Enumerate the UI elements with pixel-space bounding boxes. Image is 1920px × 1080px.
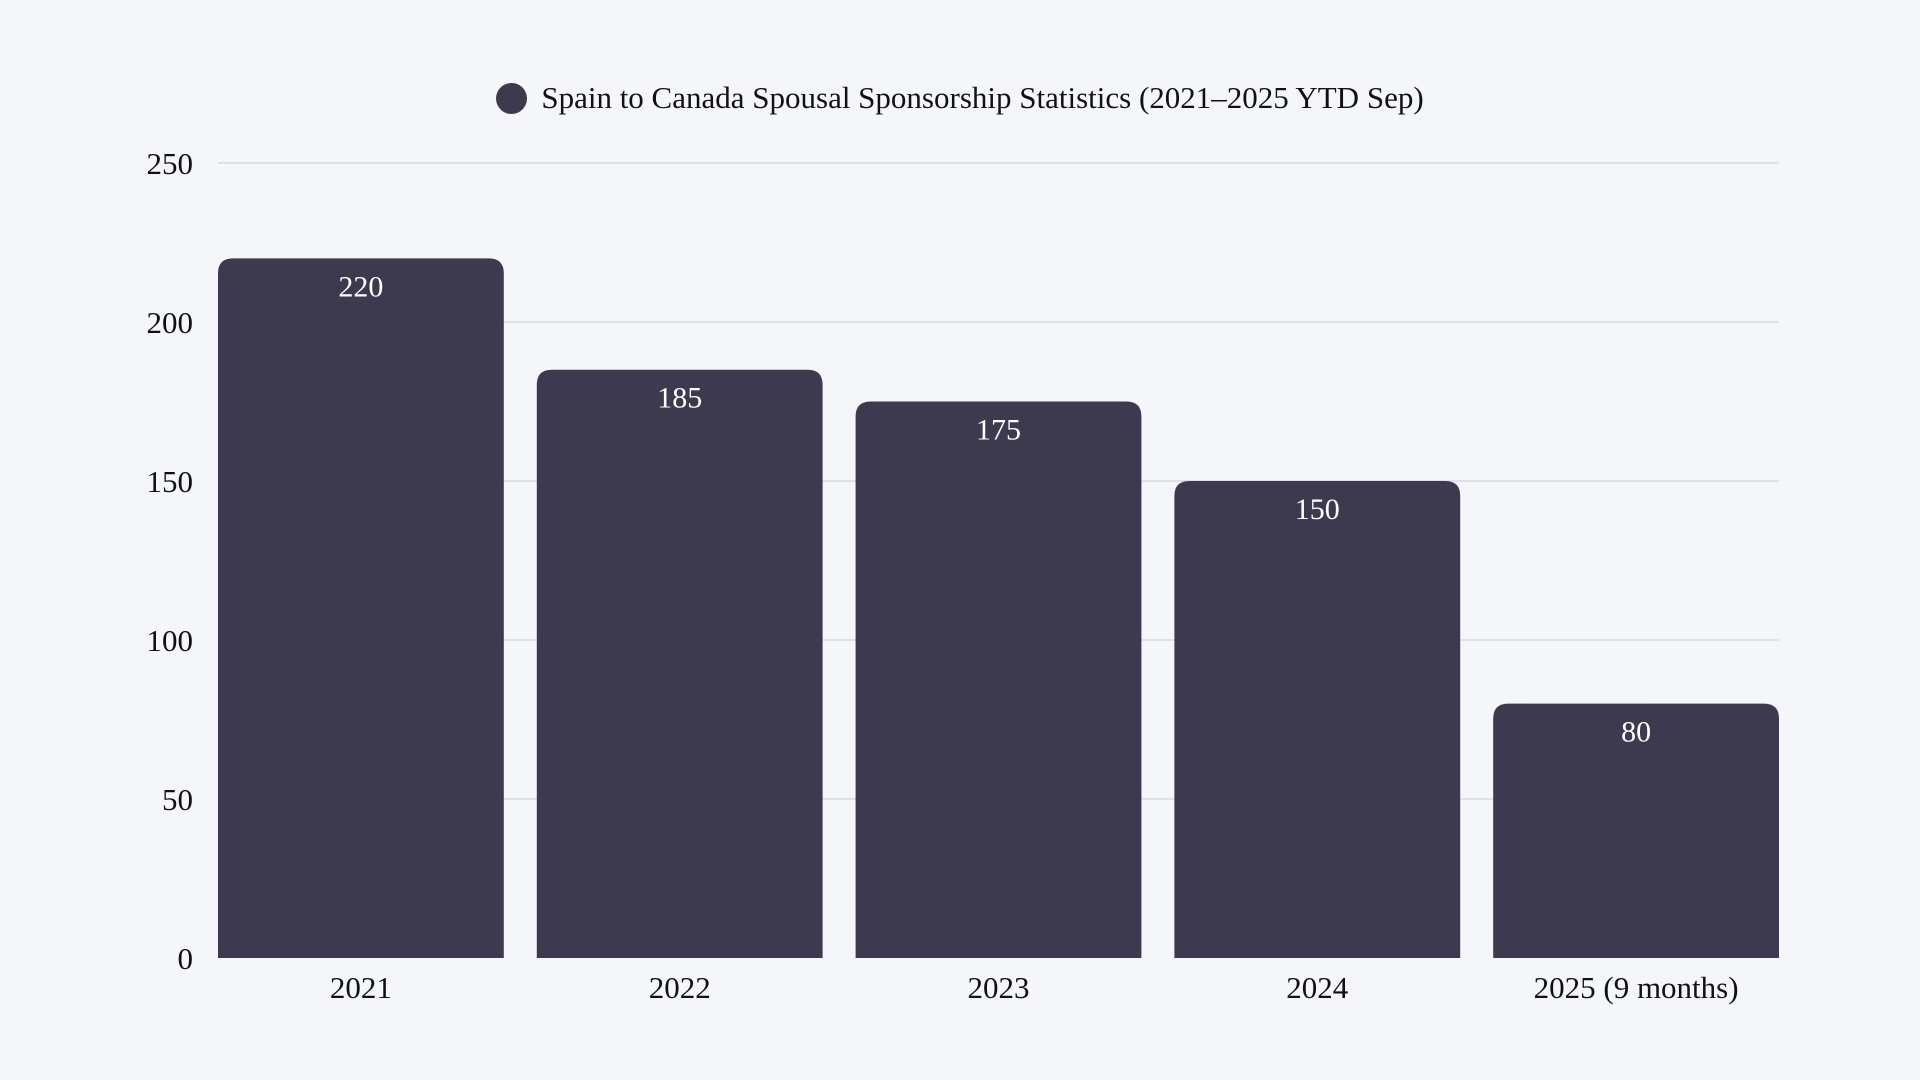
y-tick-label: 50 <box>162 782 193 817</box>
data-label: 80 <box>1621 716 1651 749</box>
bar <box>218 258 504 958</box>
data-label: 175 <box>976 414 1021 447</box>
bar <box>855 401 1142 958</box>
legend-dot-icon <box>496 82 528 114</box>
legend: Spain to Canada Spousal Sponsorship Stat… <box>0 80 1920 116</box>
y-tick-label: 100 <box>147 623 194 658</box>
x-tick-label: 2022 <box>649 970 711 1005</box>
y-tick-label: 150 <box>147 464 194 499</box>
bar <box>1493 703 1779 958</box>
x-tick-label: 2021 <box>330 970 392 1005</box>
y-tick-label: 200 <box>147 305 194 340</box>
x-tick-label: 2023 <box>968 970 1030 1005</box>
data-label: 185 <box>657 382 702 415</box>
chart-title: Spain to Canada Spousal Sponsorship Stat… <box>541 80 1424 115</box>
data-label: 150 <box>1295 493 1340 526</box>
y-tick-label: 0 <box>178 941 194 976</box>
x-tick-label: 2025 (9 months) <box>1534 970 1739 1005</box>
bar <box>1174 481 1461 958</box>
bar <box>536 369 823 958</box>
y-tick-label: 250 <box>147 146 194 181</box>
data-label: 220 <box>338 270 383 303</box>
x-tick-label: 2024 <box>1286 970 1349 1005</box>
